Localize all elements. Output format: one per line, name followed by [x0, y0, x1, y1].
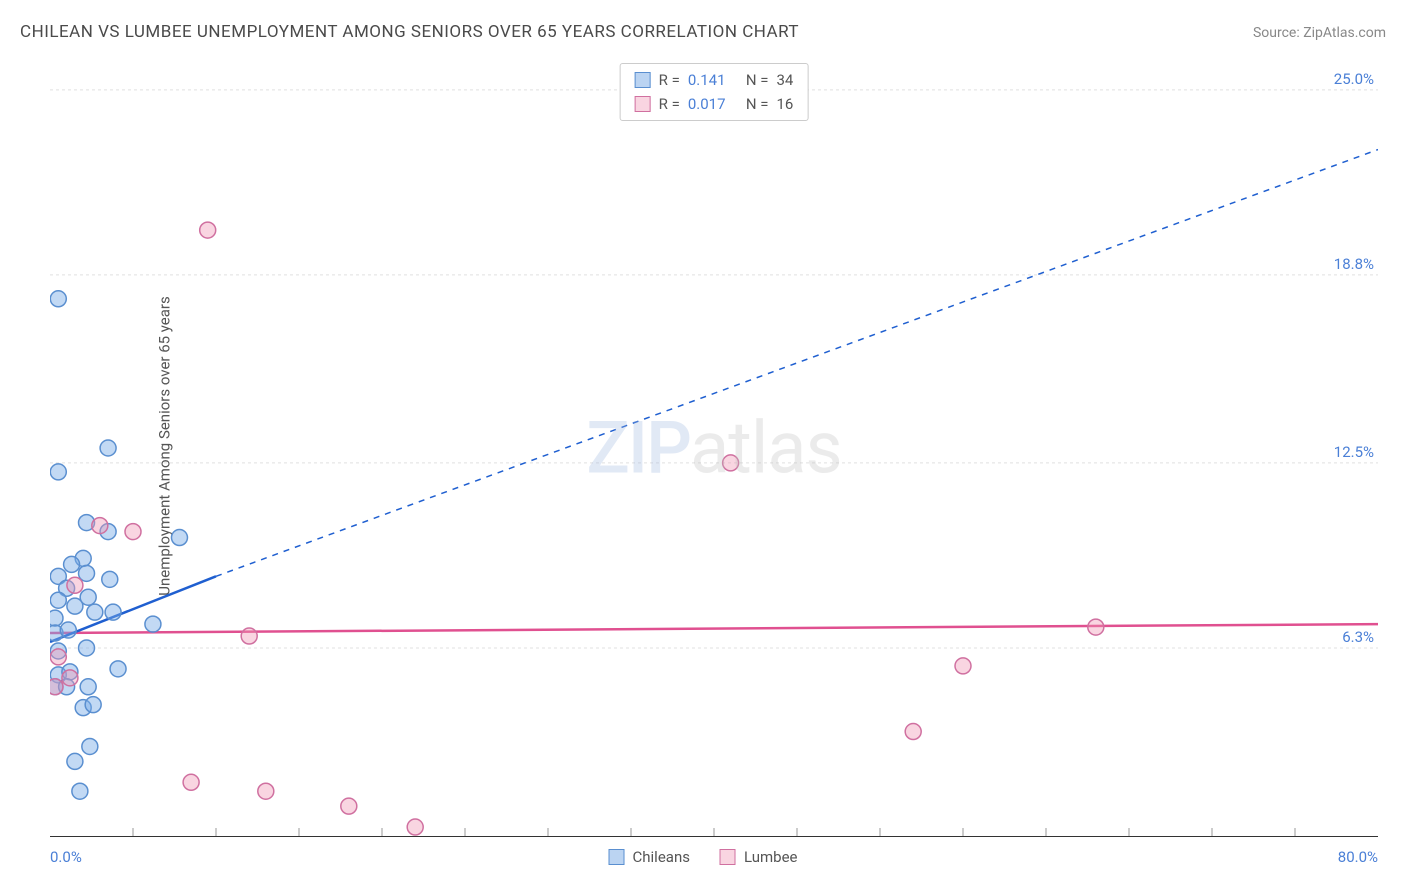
- square-icon: [635, 72, 651, 88]
- legend-label: Chileans: [633, 848, 690, 866]
- stats-row: R = 0.141 N = 34: [635, 68, 794, 92]
- legend: Chileans Lumbee: [609, 848, 798, 866]
- square-icon: [720, 849, 736, 865]
- legend-label: Lumbee: [744, 848, 798, 866]
- stats-box: R = 0.141 N = 34 R = 0.017 N = 16: [620, 63, 809, 121]
- scatter-plot: 6.3% 12.5% 18.8% 25.0%: [50, 60, 1378, 836]
- x-min-label: 0.0%: [50, 848, 82, 866]
- legend-item: Lumbee: [720, 848, 798, 866]
- x-max-label: 80.0%: [1338, 848, 1378, 866]
- legend-item: Chileans: [609, 848, 690, 866]
- r-label: R =: [659, 92, 680, 116]
- svg-text:18.8%: 18.8%: [1334, 255, 1374, 273]
- chart-title: CHILEAN VS LUMBEE UNEMPLOYMENT AMONG SEN…: [20, 22, 799, 42]
- n-label: N =: [746, 68, 769, 92]
- r-label: R =: [659, 68, 680, 92]
- n-value: 34: [776, 68, 793, 92]
- svg-text:12.5%: 12.5%: [1334, 443, 1374, 461]
- r-value: 0.017: [688, 92, 738, 116]
- square-icon: [609, 849, 625, 865]
- n-label: N =: [746, 92, 769, 116]
- svg-text:25.0%: 25.0%: [1334, 70, 1374, 88]
- source-label: Source: ZipAtlas.com: [1253, 25, 1386, 41]
- chart-area: 6.3%12.5%18.8%25.0% ZIPatlas R = 0.141 N…: [50, 60, 1378, 837]
- r-value: 0.141: [688, 68, 738, 92]
- n-value: 16: [776, 92, 793, 116]
- square-icon: [635, 96, 651, 112]
- stats-row: R = 0.017 N = 16: [635, 92, 794, 116]
- svg-text:6.3%: 6.3%: [1342, 628, 1374, 646]
